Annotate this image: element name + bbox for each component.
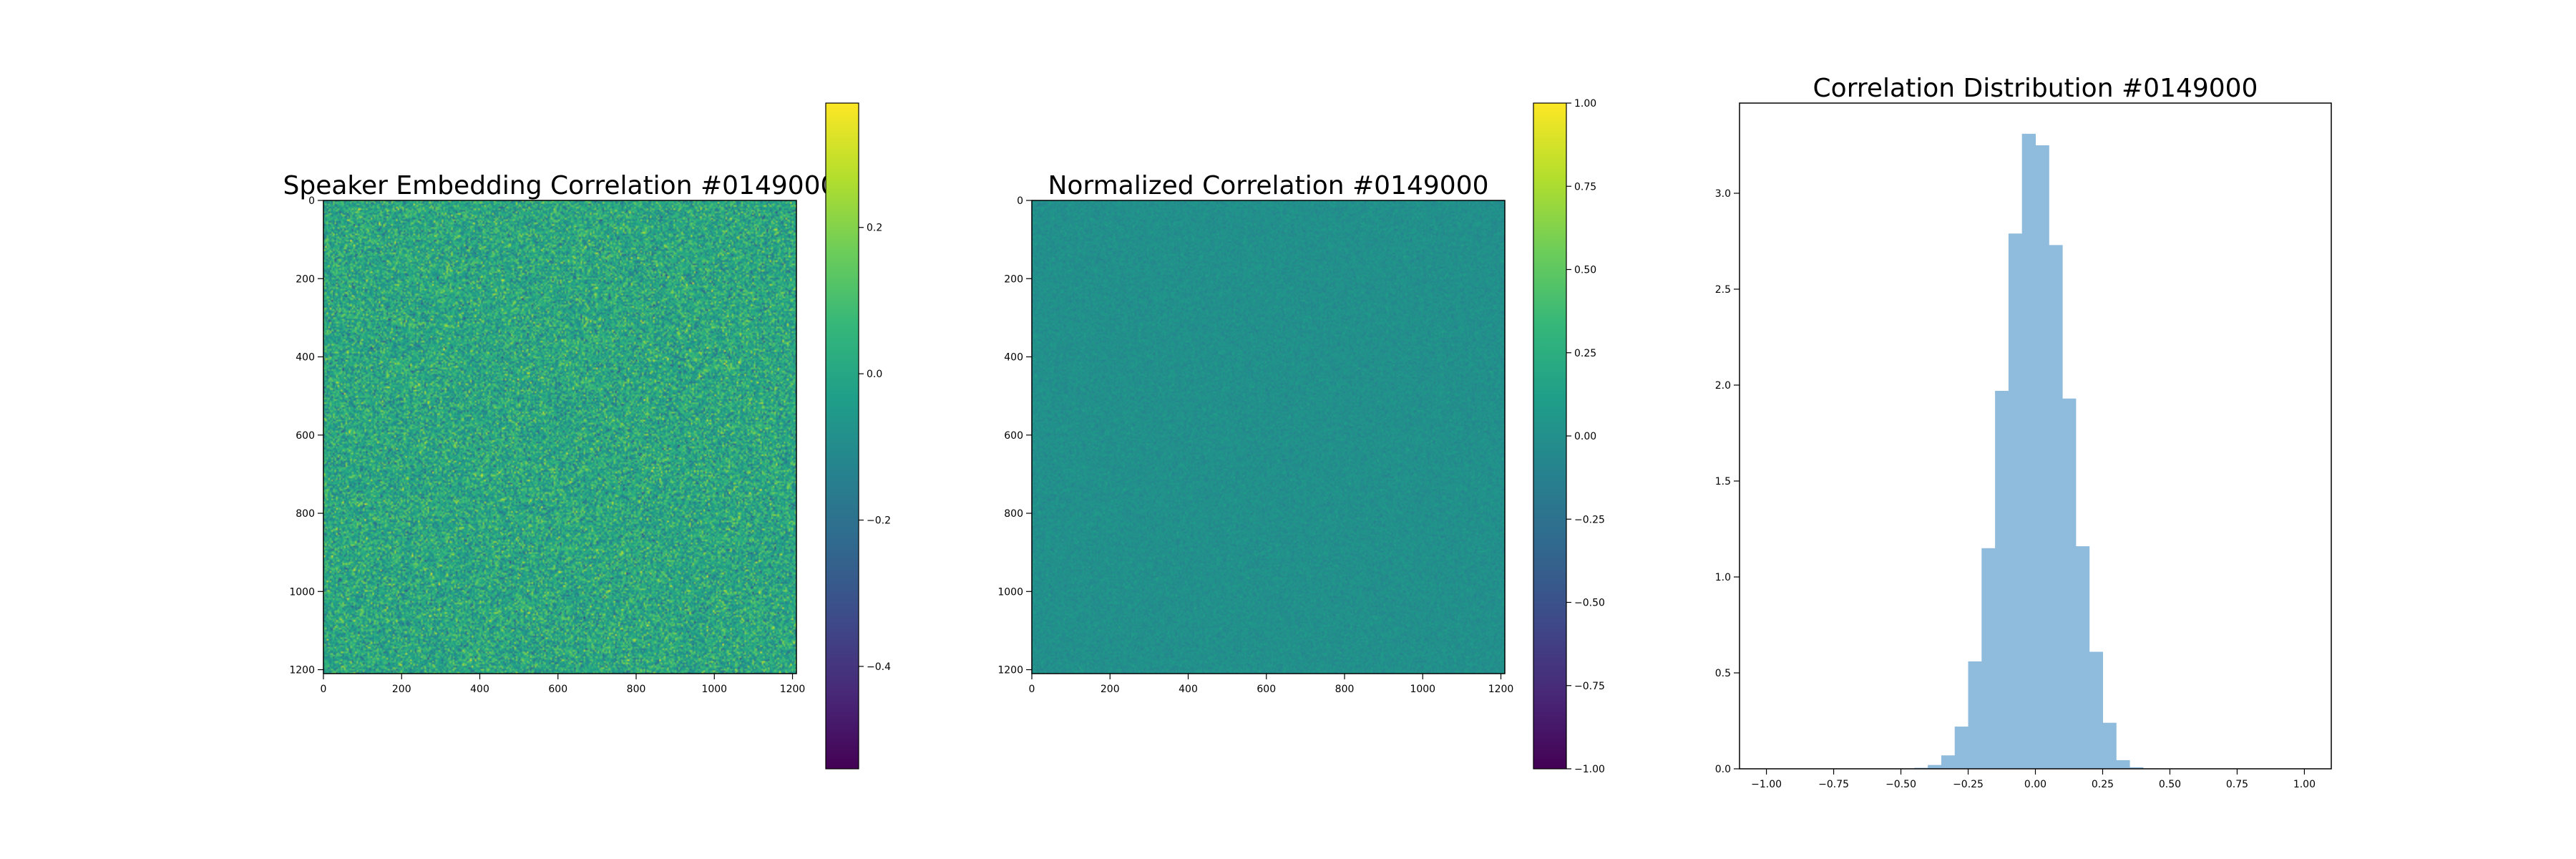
- x-tick-label-2-3: 600: [1257, 684, 1276, 695]
- histogram-bar-1: [1928, 765, 1941, 769]
- histogram-title: Correlation Distribution #0149000: [1813, 74, 2258, 103]
- x-tick-label-2-5: 1000: [1410, 684, 1435, 695]
- hist-y-tick-label-5: 2.5: [1715, 284, 1731, 296]
- histogram-bar-6: [1995, 391, 2009, 769]
- y-tick-label-1-3: 600: [296, 430, 315, 442]
- x-tick-label-1-6: 1200: [780, 684, 806, 695]
- x-tick-label-2-0: 0: [1029, 684, 1035, 695]
- histogram-bar-10: [2049, 245, 2062, 769]
- colorbar-tick-label-1-2: −0.2: [867, 515, 891, 527]
- x-tick-label-2-6: 1200: [1488, 684, 1514, 695]
- colorbar-tick-label-2-3: 0.25: [1574, 348, 1596, 359]
- histogram-bar-11: [2062, 399, 2076, 769]
- y-tick-label-2-0: 0: [1017, 195, 1023, 207]
- histogram-bar-14: [2102, 723, 2116, 769]
- hist-x-tick-label-0: −1.00: [1751, 779, 1782, 790]
- colorbar-tick-label-2-2: 0.50: [1574, 265, 1596, 276]
- histogram-bar-15: [2116, 760, 2129, 769]
- x-tick-label-1-1: 200: [392, 684, 411, 695]
- y-tick-label-1-6: 1200: [289, 665, 315, 676]
- colorbar-1: [826, 103, 859, 769]
- histogram-bar-12: [2076, 546, 2089, 769]
- y-tick-label-1-4: 800: [296, 508, 315, 520]
- y-tick-label-2-3: 600: [1004, 430, 1023, 442]
- hist-x-tick-label-3: −0.25: [1953, 779, 1984, 790]
- y-tick-label-2-6: 1200: [997, 665, 1023, 676]
- colorbar-tick-label-1-3: −0.4: [867, 661, 891, 673]
- x-tick-label-2-2: 400: [1179, 684, 1198, 695]
- heatmap-title-1: Speaker Embedding Correlation #0149000: [283, 171, 837, 200]
- y-tick-label-2-5: 1000: [997, 586, 1023, 598]
- x-tick-label-1-0: 0: [321, 684, 327, 695]
- colorbar-tick-label-1-1: 0.0: [867, 369, 882, 380]
- hist-x-tick-label-7: 0.75: [2226, 779, 2248, 790]
- colorbar-2: [1533, 103, 1566, 769]
- colorbar-tick-label-1-0: 0.2: [867, 223, 882, 234]
- x-tick-label-2-4: 800: [1335, 684, 1355, 695]
- hist-y-tick-label-6: 3.0: [1715, 188, 1731, 200]
- y-tick-label-1-2: 400: [296, 352, 315, 364]
- hist-x-tick-label-5: 0.25: [2092, 779, 2114, 790]
- histogram-bar-3: [1955, 727, 1968, 769]
- y-tick-label-1-1: 200: [296, 273, 315, 285]
- hist-x-tick-label-6: 0.50: [2159, 779, 2181, 790]
- colorbar-tick-label-2-7: −0.75: [1574, 681, 1605, 692]
- heatmap-panel-2: Normalized Correlation #0149000 0 200 400 60…: [997, 98, 1605, 775]
- hist-x-tick-label-2: −0.50: [1885, 779, 1916, 790]
- heatmap-image-2: [1032, 200, 1505, 674]
- hist-x-tick-label-4: 0.00: [2024, 779, 2046, 790]
- y-tick-label-2-1: 200: [1004, 273, 1023, 285]
- y-tick-label-1-5: 1000: [289, 586, 315, 598]
- x-tick-label-1-5: 1000: [701, 684, 727, 695]
- y-tick-label-1-0: 0: [308, 195, 315, 207]
- x-tick-label-1-4: 800: [627, 684, 646, 695]
- hist-y-tick-label-2: 1.0: [1715, 572, 1731, 583]
- hist-x-tick-label-1: −0.75: [1818, 779, 1849, 790]
- x-tick-label-1-2: 400: [470, 684, 489, 695]
- histogram-panel: Correlation Distribution #0149000 −1.00 −0…: [1715, 74, 2331, 790]
- hist-x-tick-label-8: 1.00: [2293, 779, 2316, 790]
- colorbar-tick-label-2-5: −0.25: [1574, 514, 1605, 525]
- histogram-bar-2: [1941, 755, 1955, 769]
- colorbar-tick-label-2-8: −1.00: [1574, 764, 1605, 775]
- histogram-bar-8: [2022, 134, 2036, 769]
- colorbar-tick-label-2-0: 1.00: [1574, 98, 1596, 110]
- heatmap-title-2: Normalized Correlation #0149000: [1048, 171, 1488, 200]
- histogram-bar-7: [2009, 233, 2022, 769]
- histogram-bar-9: [2036, 145, 2049, 769]
- histogram-bar-13: [2089, 652, 2103, 769]
- y-tick-label-2-2: 400: [1004, 352, 1023, 364]
- heatmap-panel-1: Speaker Embedding Correlation #01490000 2…: [283, 103, 892, 769]
- colorbar-tick-label-2-4: 0.00: [1574, 431, 1596, 442]
- y-tick-label-2-4: 800: [1004, 508, 1023, 520]
- colorbar-tick-label-2-6: −0.50: [1574, 598, 1605, 609]
- x-tick-label-1-3: 600: [548, 684, 567, 695]
- histogram-bar-5: [1981, 548, 1995, 769]
- hist-y-tick-label-0: 0.0: [1715, 764, 1731, 775]
- hist-y-tick-label-4: 2.0: [1715, 380, 1731, 392]
- x-tick-label-2-1: 200: [1101, 684, 1120, 695]
- hist-y-tick-label-1: 0.5: [1715, 668, 1731, 679]
- colorbar-tick-label-2-1: 0.75: [1574, 181, 1596, 193]
- heatmap-image-1: [323, 200, 796, 674]
- hist-y-tick-label-3: 1.5: [1715, 476, 1731, 487]
- histogram-bar-4: [1968, 661, 1982, 769]
